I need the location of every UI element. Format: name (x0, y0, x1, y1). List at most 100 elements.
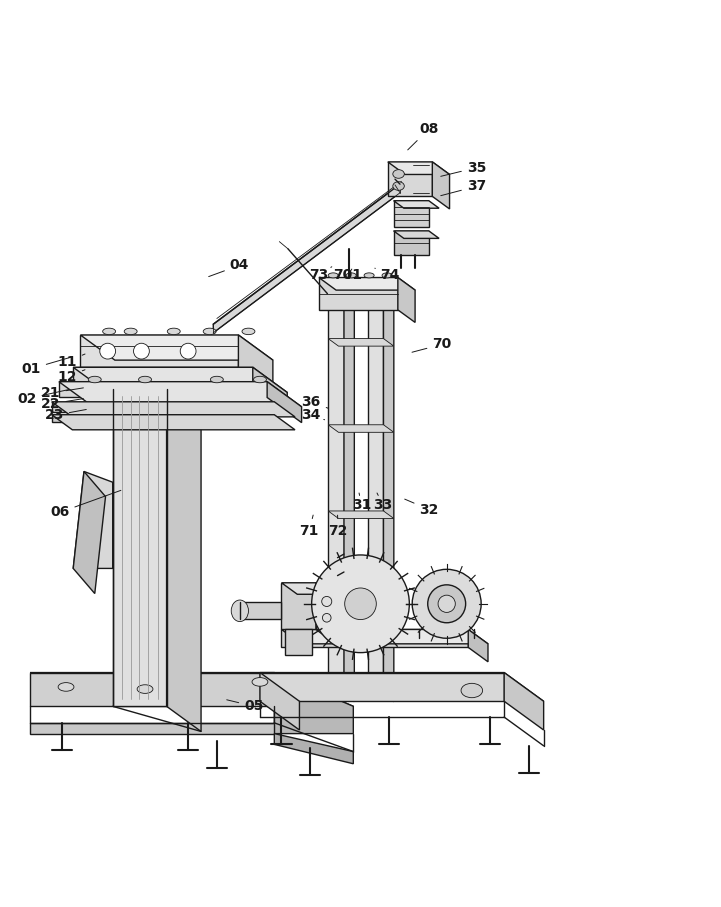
Text: 12: 12 (58, 370, 85, 384)
Ellipse shape (167, 328, 180, 335)
Polygon shape (504, 673, 544, 730)
Polygon shape (30, 673, 353, 707)
Polygon shape (74, 367, 253, 382)
Polygon shape (388, 162, 433, 197)
Polygon shape (394, 231, 439, 239)
Polygon shape (384, 296, 394, 702)
Ellipse shape (393, 181, 404, 190)
Ellipse shape (364, 273, 374, 278)
Polygon shape (213, 184, 400, 333)
Polygon shape (112, 389, 201, 414)
Polygon shape (328, 424, 394, 433)
Polygon shape (394, 231, 429, 255)
Polygon shape (319, 278, 415, 290)
Polygon shape (52, 402, 274, 412)
Polygon shape (30, 723, 274, 734)
Text: 701: 701 (333, 268, 362, 282)
Ellipse shape (102, 328, 115, 335)
Polygon shape (74, 472, 112, 569)
Polygon shape (59, 382, 267, 397)
Polygon shape (167, 389, 201, 731)
Polygon shape (468, 629, 488, 662)
Polygon shape (52, 414, 274, 422)
Text: 70: 70 (412, 337, 451, 352)
Ellipse shape (88, 376, 101, 383)
Polygon shape (267, 382, 301, 423)
Polygon shape (344, 296, 354, 702)
Circle shape (345, 588, 376, 619)
Polygon shape (30, 673, 274, 707)
Text: 74: 74 (375, 268, 400, 282)
Polygon shape (52, 414, 295, 430)
Ellipse shape (322, 613, 331, 622)
Text: 02: 02 (17, 389, 69, 406)
Text: 06: 06 (50, 491, 121, 520)
Ellipse shape (231, 600, 249, 621)
Text: 21: 21 (41, 386, 84, 400)
Ellipse shape (461, 683, 482, 697)
Polygon shape (394, 200, 429, 227)
Text: 04: 04 (208, 258, 249, 277)
Polygon shape (260, 673, 299, 730)
Ellipse shape (382, 273, 392, 278)
Ellipse shape (124, 328, 137, 335)
Polygon shape (328, 597, 394, 605)
Text: 36: 36 (301, 395, 328, 409)
Ellipse shape (180, 343, 196, 359)
Text: 22: 22 (41, 397, 84, 411)
Ellipse shape (203, 328, 216, 335)
Polygon shape (433, 162, 450, 209)
Polygon shape (398, 278, 415, 322)
Text: 73: 73 (309, 267, 332, 282)
Polygon shape (319, 278, 398, 310)
Polygon shape (74, 472, 105, 593)
Polygon shape (388, 162, 450, 174)
Polygon shape (281, 583, 332, 594)
Text: 33: 33 (373, 493, 393, 512)
Polygon shape (274, 734, 353, 764)
Polygon shape (112, 389, 167, 707)
Polygon shape (260, 673, 504, 701)
Circle shape (428, 585, 466, 623)
Polygon shape (285, 629, 312, 655)
Text: 37: 37 (441, 180, 486, 196)
Text: 34: 34 (301, 408, 324, 422)
Ellipse shape (58, 683, 74, 691)
Ellipse shape (99, 343, 115, 359)
Polygon shape (74, 367, 287, 393)
Ellipse shape (211, 376, 224, 383)
Polygon shape (281, 583, 316, 629)
Ellipse shape (322, 597, 332, 607)
Circle shape (412, 570, 481, 639)
Polygon shape (281, 629, 468, 648)
Text: 08: 08 (408, 122, 439, 150)
Polygon shape (328, 296, 344, 694)
Ellipse shape (254, 376, 267, 383)
Polygon shape (274, 673, 353, 734)
Ellipse shape (137, 685, 153, 693)
Polygon shape (394, 200, 439, 209)
Circle shape (438, 595, 455, 612)
Ellipse shape (252, 678, 267, 687)
Polygon shape (59, 382, 301, 407)
Polygon shape (281, 629, 488, 644)
Text: 05: 05 (226, 699, 263, 713)
Text: 35: 35 (441, 161, 486, 176)
Polygon shape (316, 583, 332, 641)
Ellipse shape (138, 376, 151, 383)
Text: 11: 11 (58, 354, 85, 368)
Text: 23: 23 (45, 408, 87, 423)
Text: 01: 01 (22, 357, 71, 375)
Ellipse shape (328, 273, 338, 278)
Circle shape (311, 555, 410, 653)
Polygon shape (81, 335, 239, 367)
Polygon shape (316, 588, 337, 629)
Polygon shape (52, 402, 295, 417)
Polygon shape (239, 335, 273, 393)
Polygon shape (240, 602, 281, 619)
Polygon shape (260, 673, 544, 701)
Polygon shape (253, 367, 287, 407)
Text: 72: 72 (328, 515, 348, 538)
Polygon shape (328, 511, 394, 519)
Polygon shape (328, 338, 394, 346)
